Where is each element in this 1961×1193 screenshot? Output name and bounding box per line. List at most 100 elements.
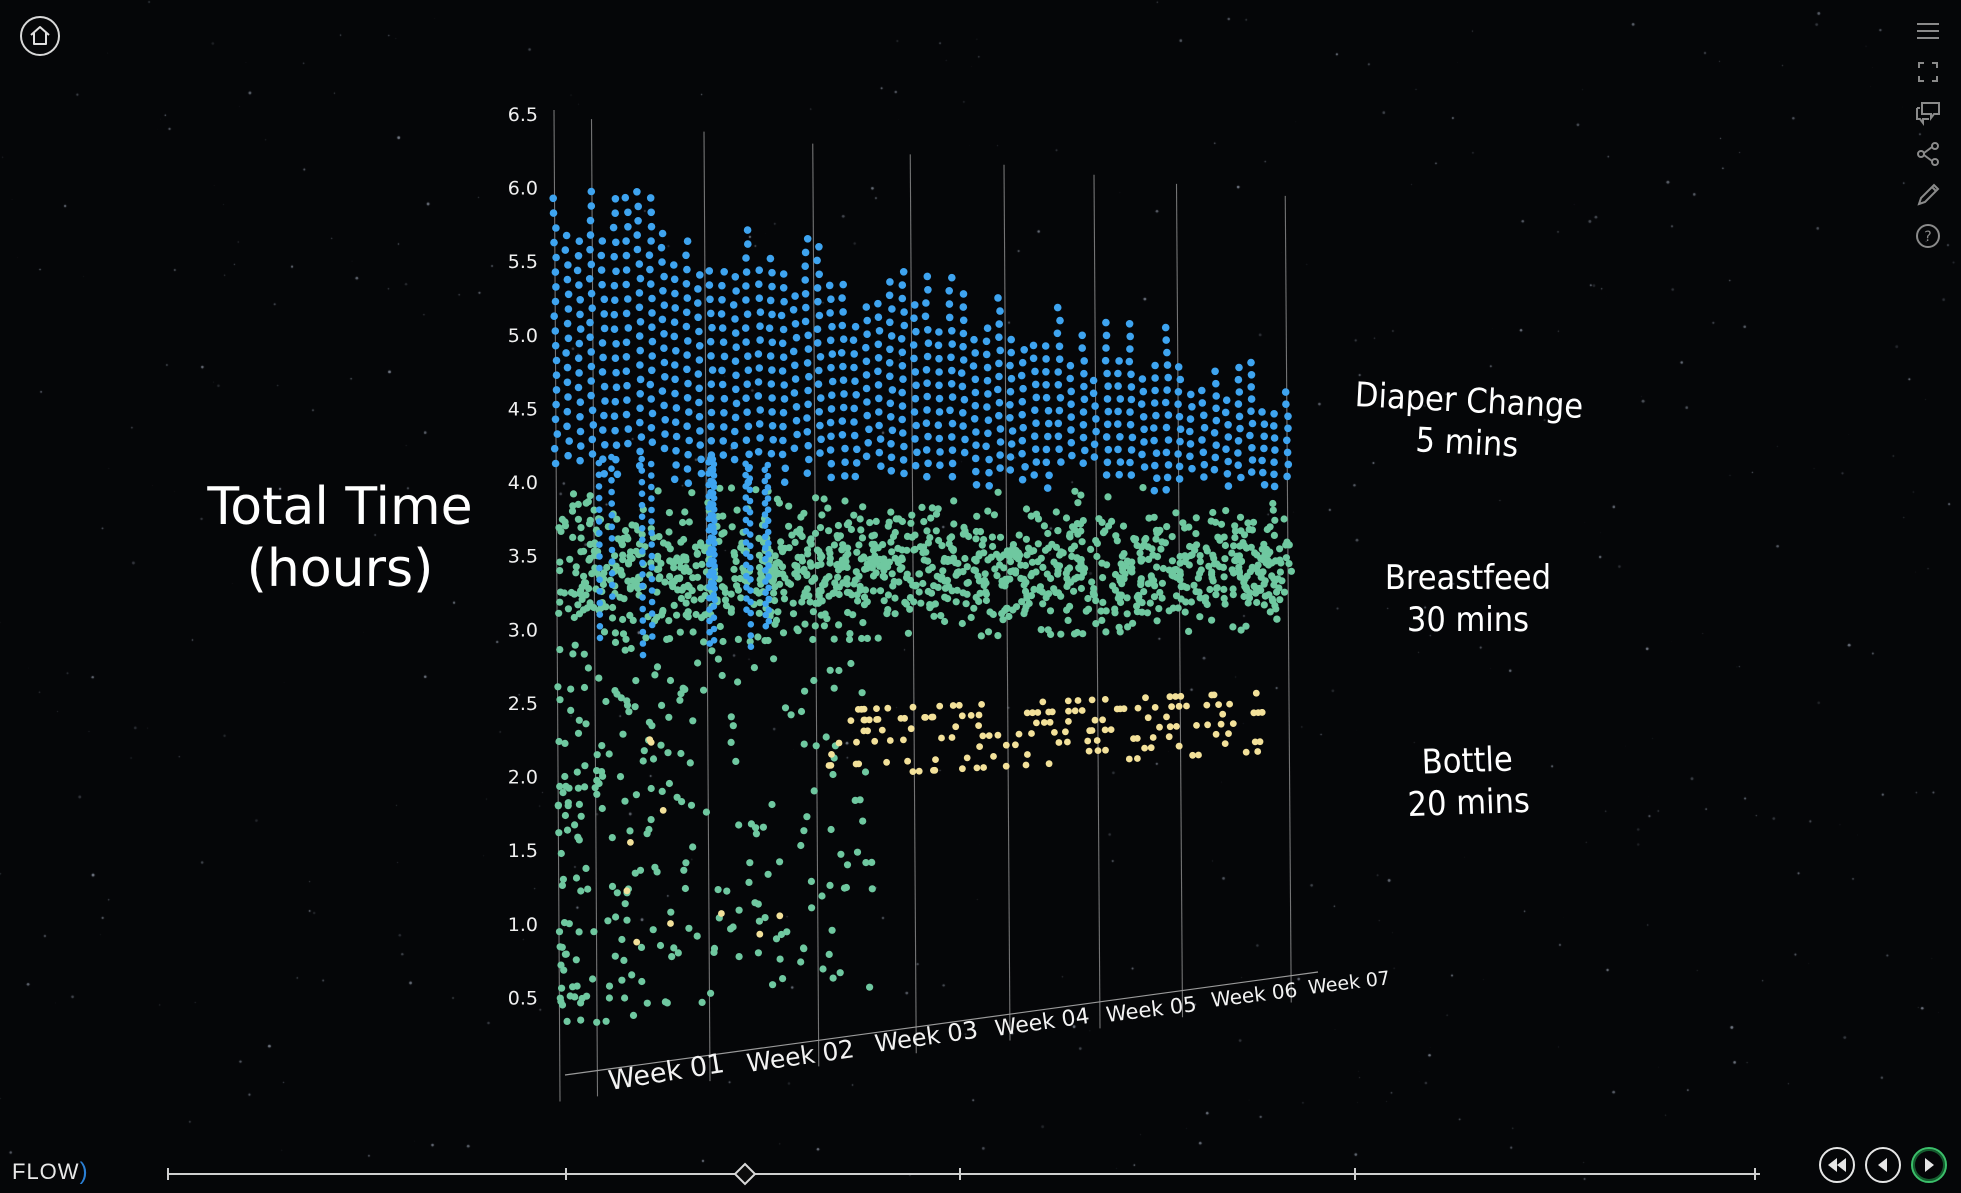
diaper-change-point <box>587 348 595 356</box>
bottle-point <box>1064 738 1071 746</box>
diaper-change-point <box>1212 379 1220 388</box>
diaper-change-point <box>608 570 616 577</box>
diaper-change-point <box>636 274 645 283</box>
breastfeed-point <box>885 518 893 526</box>
play-button[interactable] <box>1911 1147 1947 1183</box>
menu-button[interactable] <box>1911 14 1945 48</box>
diaper-change-point <box>683 365 691 374</box>
breastfeed-point <box>605 750 613 758</box>
breastfeed-point <box>556 646 564 654</box>
diaper-change-point <box>850 418 858 426</box>
comments-button[interactable] <box>1911 96 1945 130</box>
diaper-change-point <box>608 535 616 542</box>
diaper-change-point <box>982 337 991 346</box>
breastfeed-point <box>891 594 899 602</box>
bottle-point <box>900 736 907 744</box>
breastfeed-point <box>908 511 916 519</box>
diaper-change-point <box>983 376 992 385</box>
diaper-change-point <box>1042 458 1051 467</box>
diaper-change-point <box>995 333 1003 342</box>
diaper-change-point <box>755 420 764 428</box>
help-button[interactable]: ? <box>1911 219 1945 253</box>
diaper-change-point <box>1021 463 1029 471</box>
bottle-point <box>1102 746 1109 754</box>
breastfeed-point <box>1139 484 1147 492</box>
breastfeed-point <box>770 589 778 597</box>
breastfeed-point <box>682 599 690 607</box>
diaper-change-point <box>648 366 656 375</box>
breastfeed-point <box>1023 591 1031 599</box>
bottle-point <box>909 703 917 711</box>
timeline-scrubber[interactable] <box>160 1160 1770 1190</box>
breastfeed-point <box>584 885 592 893</box>
diaper-change-point <box>1258 408 1266 416</box>
breastfeed-point <box>1192 530 1200 538</box>
diaper-change-point <box>912 381 920 390</box>
breastfeed-point <box>1003 547 1012 555</box>
breastfeed-point <box>1090 591 1098 599</box>
breastfeed-point <box>843 575 851 583</box>
breastfeed-point <box>828 926 836 934</box>
diaper-change-point <box>552 253 560 262</box>
breastfeed-point <box>667 908 675 916</box>
breastfeed-point <box>818 552 826 561</box>
y-axis-title: Total Time (hours) <box>190 476 490 600</box>
breastfeed-point <box>632 791 641 799</box>
pencil-icon <box>1917 183 1940 206</box>
breastfeed-point <box>903 570 911 578</box>
diaper-change-point <box>900 308 908 316</box>
home-button[interactable] <box>20 16 60 56</box>
breastfeed-point <box>820 495 828 503</box>
diaper-change-point <box>828 377 837 386</box>
diaper-change-point <box>671 304 679 312</box>
breastfeed-point <box>682 564 690 572</box>
breastfeed-point <box>984 556 992 564</box>
diaper-change-point <box>1067 413 1075 421</box>
breastfeed-point <box>688 489 696 497</box>
breastfeed-point <box>1052 508 1060 516</box>
diaper-change-point <box>805 372 813 381</box>
diaper-change-point <box>711 528 718 536</box>
breastfeed-point <box>829 770 837 779</box>
breastfeed-point <box>676 574 684 582</box>
diaper-change-point <box>1006 414 1014 422</box>
diaper-change-point <box>1127 395 1136 404</box>
breastfeed-point <box>854 597 862 605</box>
diaper-change-point <box>682 280 691 288</box>
edit-button[interactable] <box>1911 178 1945 212</box>
diaper-change-point <box>984 429 992 438</box>
fullscreen-button[interactable] <box>1911 55 1945 89</box>
diaper-change-point <box>695 327 703 336</box>
diaper-change-point <box>731 413 740 422</box>
diaper-change-point <box>1164 436 1173 444</box>
bottle-point <box>1015 730 1023 738</box>
diaper-change-point <box>887 413 895 421</box>
diaper-change-point <box>1067 438 1076 447</box>
diaper-change-point <box>731 357 740 366</box>
breastfeed-point <box>559 789 567 797</box>
breastfeed-point <box>613 889 621 897</box>
diaper-change-point <box>671 289 679 298</box>
diaper-change-point <box>720 423 728 431</box>
breastfeed-point <box>568 507 577 515</box>
diaper-change-point <box>789 306 798 314</box>
diaper-change-point <box>910 314 918 323</box>
diaper-change-point <box>803 469 812 478</box>
diaper-change-point <box>648 621 656 629</box>
previous-button[interactable] <box>1865 1147 1901 1183</box>
diaper-change-point <box>778 450 787 459</box>
diaper-change-point <box>648 352 656 360</box>
diaper-change-point <box>1186 452 1194 461</box>
timeline-handle[interactable] <box>733 1162 757 1186</box>
breastfeed-point <box>643 999 651 1007</box>
breastfeed-point <box>1220 594 1228 603</box>
diaper-change-point <box>707 500 714 507</box>
breastfeed-point <box>859 503 867 511</box>
rewind-button[interactable] <box>1819 1147 1855 1183</box>
breastfeed-point <box>621 527 630 535</box>
breastfeed-point <box>915 588 923 596</box>
diaper-change-point <box>660 301 669 310</box>
share-button[interactable] <box>1911 137 1945 171</box>
breastfeed-point <box>920 518 928 526</box>
diaper-change-point <box>1260 420 1269 429</box>
